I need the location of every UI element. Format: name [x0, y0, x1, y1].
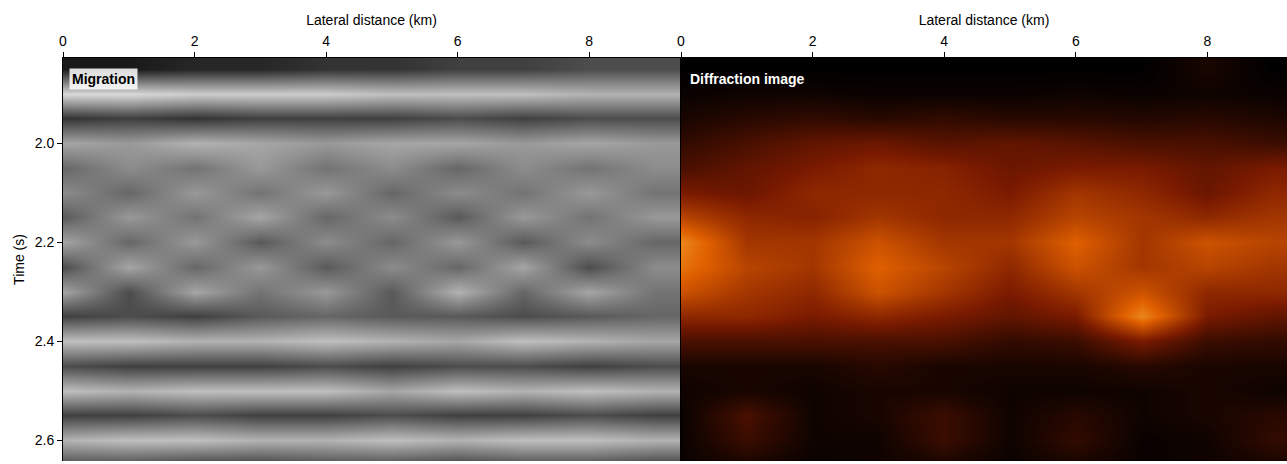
svg-text:2: 2 — [809, 33, 817, 49]
svg-text:2.4: 2.4 — [35, 333, 55, 349]
svg-text:2.2: 2.2 — [35, 234, 55, 250]
svg-text:6: 6 — [454, 33, 462, 49]
svg-text:Diffraction image: Diffraction image — [690, 71, 805, 87]
svg-text:6: 6 — [1072, 33, 1080, 49]
svg-text:0: 0 — [59, 33, 67, 49]
svg-text:2: 2 — [191, 33, 199, 49]
svg-text:Lateral distance (km): Lateral distance (km) — [306, 12, 437, 28]
svg-text:Lateral distance (km): Lateral distance (km) — [919, 12, 1050, 28]
svg-text:2.0: 2.0 — [35, 135, 55, 151]
svg-text:Time (s): Time (s) — [11, 234, 27, 285]
svg-text:4: 4 — [322, 33, 330, 49]
svg-text:2.6: 2.6 — [35, 432, 55, 448]
svg-text:Migration: Migration — [72, 71, 135, 87]
svg-text:8: 8 — [1203, 33, 1211, 49]
svg-text:8: 8 — [585, 33, 593, 49]
svg-text:4: 4 — [940, 33, 948, 49]
svg-text:0: 0 — [677, 33, 685, 49]
